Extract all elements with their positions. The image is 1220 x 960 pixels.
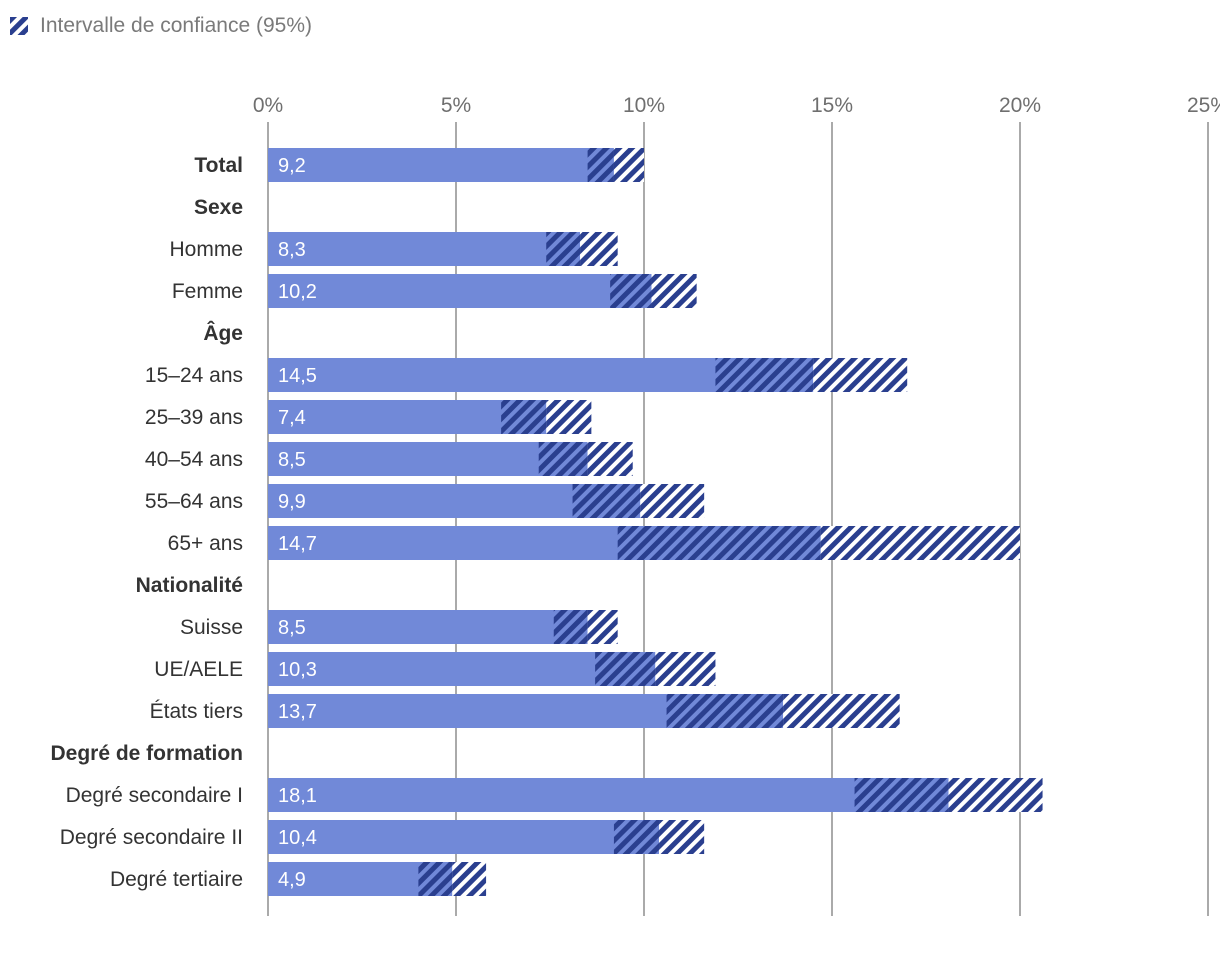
category-label: Degré secondaire I xyxy=(66,784,243,807)
hatched-swatch-icon xyxy=(10,17,28,35)
bar-value xyxy=(268,652,656,686)
category-label: Degré secondaire II xyxy=(60,826,243,849)
ci-lower-segment xyxy=(613,820,660,854)
legend-label: Intervalle de confiance (95%) xyxy=(40,14,312,37)
ci-lower-segment xyxy=(572,484,641,518)
category-label: 25–39 ans xyxy=(145,406,243,429)
category-label: Degré tertiaire xyxy=(110,868,243,891)
x-tick-label: 5% xyxy=(441,94,471,117)
ci-upper-segment xyxy=(783,694,900,728)
ci-upper-segment xyxy=(659,820,705,854)
bar-value-label: 14,7 xyxy=(278,533,317,555)
bar-value-label: 8,3 xyxy=(278,239,306,261)
ci-lower-segment xyxy=(666,694,784,728)
ci-upper-segment xyxy=(587,442,633,476)
group-label: Nationalité xyxy=(136,574,243,597)
group-label: Total xyxy=(194,154,243,177)
ci-lower-segment xyxy=(595,652,656,686)
group-label: Âge xyxy=(203,321,243,345)
category-labels: Total Sexe Homme Femme Âge 15–24 ans 25–39 ans… xyxy=(50,154,243,891)
ci-lower-segment xyxy=(553,610,588,644)
category-label: 55–64 ans xyxy=(145,490,243,513)
x-tick-label: 10% xyxy=(623,94,665,117)
x-tick-label: 0% xyxy=(253,94,283,117)
bar-value xyxy=(268,148,614,182)
bar-value-label: 14,5 xyxy=(278,365,317,387)
ci-lower-segment xyxy=(587,148,614,182)
legend: Intervalle de confiance (95%) xyxy=(10,14,312,38)
x-tick-label: 25% xyxy=(1187,94,1220,117)
ci-lower-segment xyxy=(610,274,652,308)
category-label: Femme xyxy=(172,280,243,303)
ci-upper-segment xyxy=(640,484,705,518)
category-label: 15–24 ans xyxy=(145,364,243,387)
ci-upper-segment xyxy=(587,610,618,644)
category-label: Suisse xyxy=(180,616,243,639)
bar-value-label: 9,9 xyxy=(278,491,306,513)
ci-lower-segment xyxy=(546,232,581,266)
group-label: Sexe xyxy=(194,196,243,219)
bar-value xyxy=(268,820,660,854)
ci-lower-segment xyxy=(715,358,814,392)
ci-upper-segment xyxy=(948,778,1043,812)
bar-value-label: 8,5 xyxy=(278,449,306,471)
category-label: 65+ ans xyxy=(168,532,243,555)
ci-lower-segment xyxy=(418,862,453,896)
ci-upper-segment xyxy=(655,652,716,686)
x-tick-label: 15% xyxy=(811,94,853,117)
ci-lower-segment xyxy=(501,400,547,434)
bar-value-label: 10,2 xyxy=(278,281,317,303)
bar-value-label: 10,4 xyxy=(278,827,317,849)
x-tick-label: 20% xyxy=(999,94,1041,117)
bar-value-label: 7,4 xyxy=(278,407,306,429)
ci-lower-segment xyxy=(617,526,821,560)
ci-upper-segment xyxy=(546,400,592,434)
ci-lower-segment xyxy=(538,442,588,476)
bar-value-label: 8,5 xyxy=(278,617,306,639)
ci-lower-segment xyxy=(854,778,949,812)
x-axis-ticks: 0% 5% 10% 15% 20% 25% xyxy=(253,94,1220,117)
bar-value-label: 13,7 xyxy=(278,701,317,723)
bar-value xyxy=(268,400,547,434)
ci-upper-segment xyxy=(613,148,644,182)
bar-value-label: 4,9 xyxy=(278,869,306,891)
ci-upper-segment xyxy=(452,862,487,896)
category-label: Homme xyxy=(169,238,243,261)
bar-value xyxy=(268,610,588,644)
group-label: Degré de formation xyxy=(50,742,243,765)
category-label: États tiers xyxy=(150,700,243,723)
ci-upper-segment xyxy=(820,526,1020,560)
bar-value xyxy=(268,442,588,476)
ci-upper-segment xyxy=(580,232,618,266)
category-label: 40–54 ans xyxy=(145,448,243,471)
bar-value xyxy=(268,778,949,812)
bar-value-label: 18,1 xyxy=(278,785,317,807)
category-label: UE/AELE xyxy=(154,658,243,681)
ci-upper-segment xyxy=(813,358,908,392)
bar-value xyxy=(268,232,581,266)
bar-value-label: 10,3 xyxy=(278,659,317,681)
bars: 9,2 8,3 10,2 14,5 7,4 8,5 9,9 14,7 8,5 10,3 13,7 18… xyxy=(268,148,1043,896)
bar-value xyxy=(268,274,652,308)
ci-upper-segment xyxy=(651,274,697,308)
bar-value-label: 9,2 xyxy=(278,155,306,177)
